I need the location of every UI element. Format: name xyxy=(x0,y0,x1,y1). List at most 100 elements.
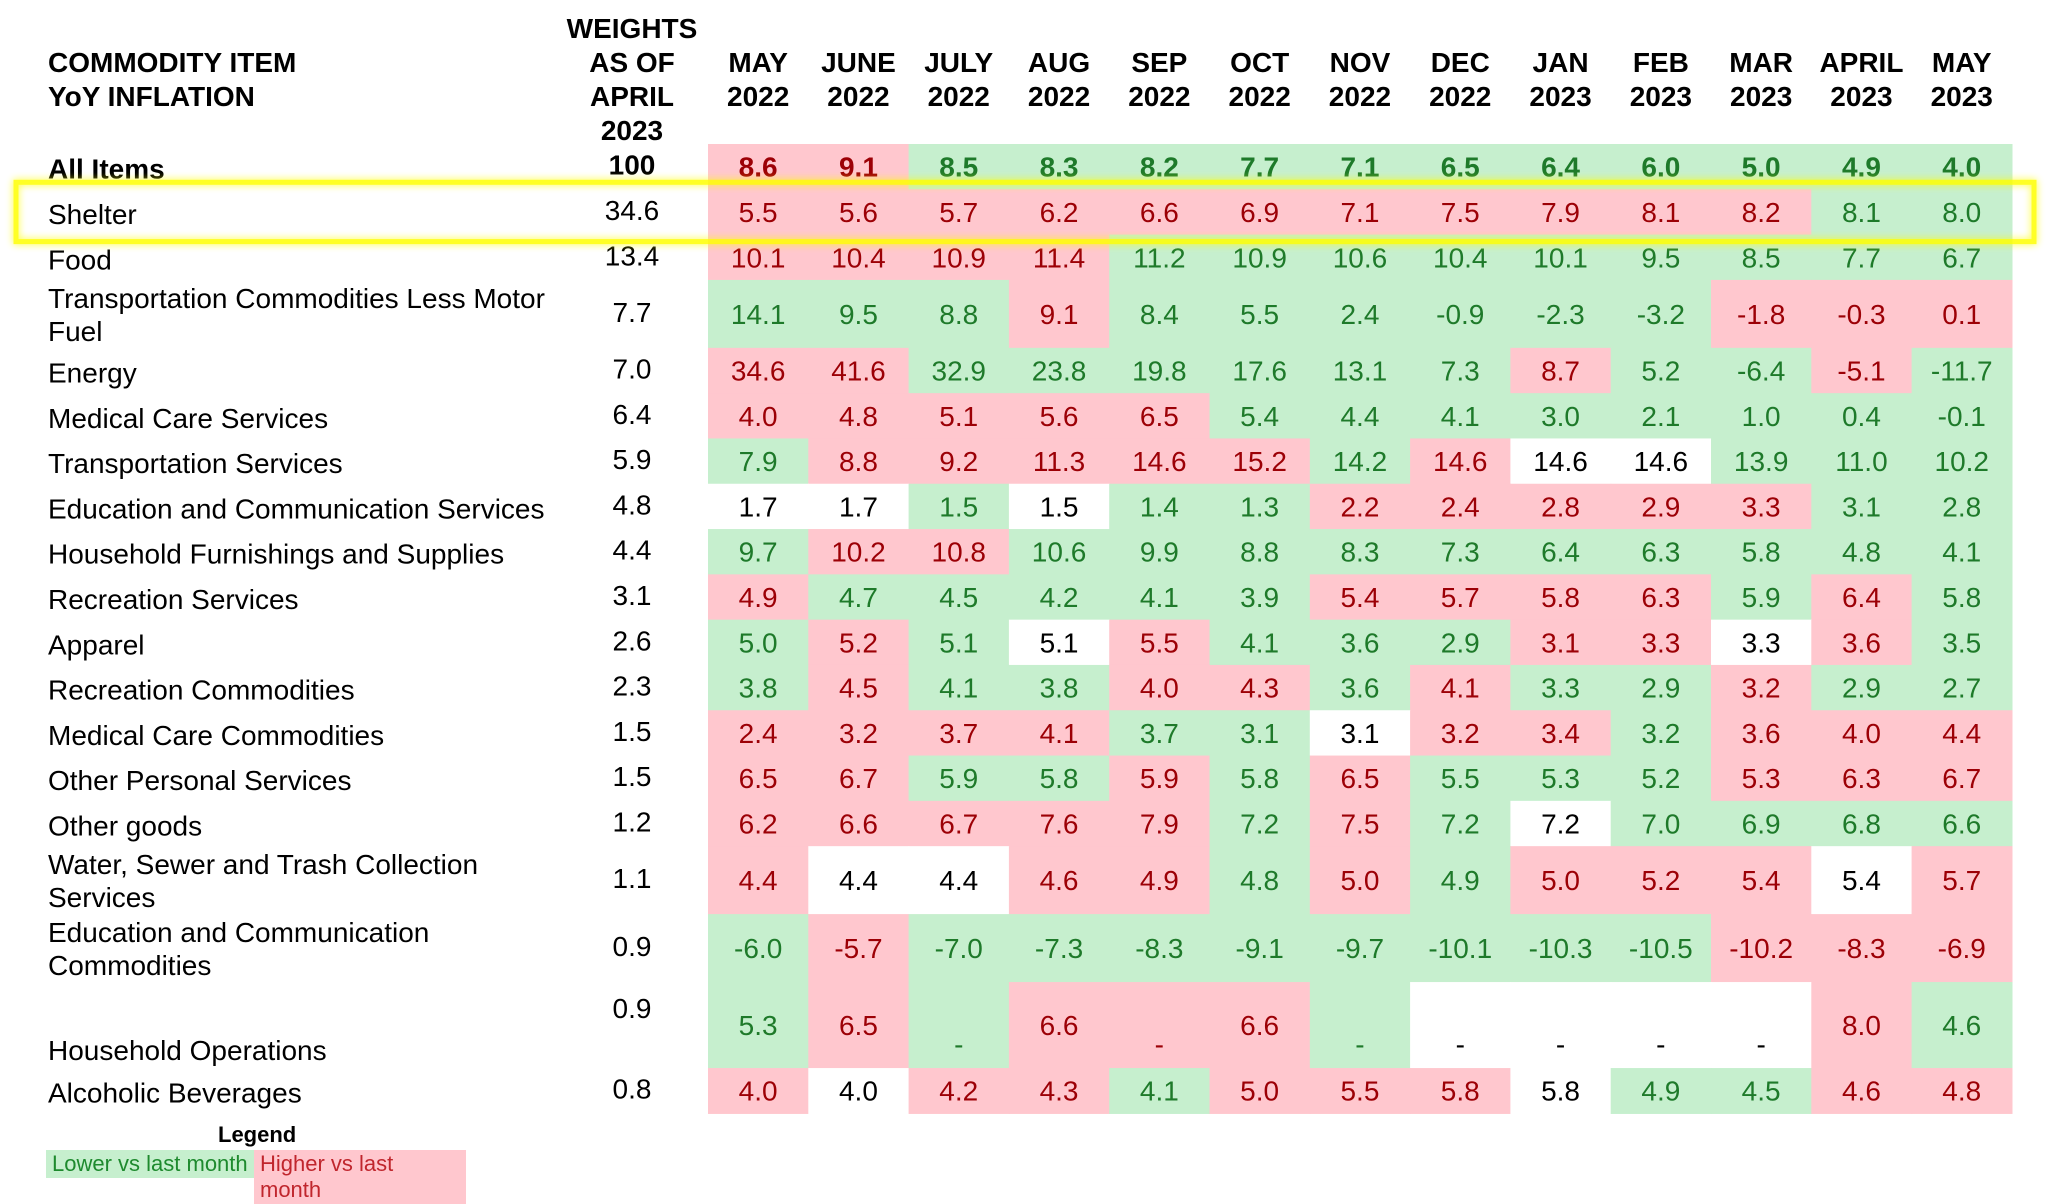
cell-value: 5.2 xyxy=(1641,763,1680,794)
cell-value: 3.4 xyxy=(1541,718,1580,749)
cell-value: -10.1 xyxy=(1428,933,1492,964)
heatmap-cell xyxy=(1610,529,1712,575)
row-label: All Items xyxy=(48,154,165,185)
header-month-label: DEC xyxy=(1431,47,1490,78)
cell-value: 23.8 xyxy=(1032,356,1087,387)
cell-value: 11.2 xyxy=(1133,242,1185,273)
cell-value: -10.3 xyxy=(1529,933,1593,964)
cell-value: 1.7 xyxy=(839,491,878,522)
cell-value: 7.6 xyxy=(1040,809,1079,840)
row-weight: 3.1 xyxy=(613,580,652,611)
cell-value: -5.1 xyxy=(1837,356,1885,387)
heatmap-cell xyxy=(1109,619,1211,666)
cell-value: 4.6 xyxy=(1842,1076,1881,1107)
cell-value: 4.9 xyxy=(739,582,778,613)
heatmap-cell xyxy=(708,393,809,440)
cell-value: 3.6 xyxy=(1742,718,1781,749)
cell-value: - xyxy=(954,1029,963,1060)
heatmap-cell xyxy=(1309,438,1411,485)
heatmap-cell xyxy=(1610,846,1712,915)
cell-value: 5.5 xyxy=(739,197,778,228)
row-label: Other goods xyxy=(48,811,202,842)
cell-value: 6.2 xyxy=(739,809,778,840)
cell-value: 2.4 xyxy=(1441,491,1480,522)
heatmap-cell xyxy=(1410,574,1511,621)
heatmap-cell xyxy=(1309,529,1411,575)
heatmap-cell xyxy=(1711,710,1812,757)
cell-value: 5.0 xyxy=(1240,1076,1279,1107)
cell-value: 4.0 xyxy=(739,401,778,432)
cell-value: 4.1 xyxy=(1441,401,1480,432)
cell-value: 8.3 xyxy=(1040,152,1079,183)
heatmap-cell xyxy=(708,914,809,983)
cell-value: 6.6 xyxy=(1240,1010,1279,1041)
cell-value: 6.9 xyxy=(1742,809,1781,840)
cell-value: 7.2 xyxy=(1441,809,1480,840)
cell-value: 8.4 xyxy=(1140,299,1179,330)
cell-value: 1.3 xyxy=(1240,491,1279,522)
heatmap-cell xyxy=(1610,189,1712,236)
row-weight: 1.1 xyxy=(613,863,652,894)
cell-value: 10.9 xyxy=(932,242,987,273)
row-label: Education and Communication xyxy=(48,917,429,948)
cell-value: -8.3 xyxy=(1837,933,1885,964)
cell-value: 7.2 xyxy=(1240,809,1279,840)
cell-value: 3.2 xyxy=(1641,718,1680,749)
cell-value: 10.4 xyxy=(831,242,886,273)
cell-value: 1.5 xyxy=(1040,491,1079,522)
cell-value: 13.1 xyxy=(1333,356,1388,387)
cell-value: 11.3 xyxy=(1033,446,1085,477)
cell-value: 4.9 xyxy=(1140,865,1179,896)
cell-value: 2.8 xyxy=(1541,491,1580,522)
header-month-label: 2023 xyxy=(1830,81,1892,112)
heatmap-cell xyxy=(808,664,910,711)
cell-value: 6.5 xyxy=(1140,401,1179,432)
cell-value: - xyxy=(1656,1029,1665,1060)
heatmap-cell xyxy=(708,189,809,236)
heatmap-cell xyxy=(1109,347,1211,394)
heatmap-cell xyxy=(1711,438,1812,485)
heatmap-cell xyxy=(1109,279,1211,349)
row-weight: 1.5 xyxy=(613,761,652,792)
heatmap-cell xyxy=(1209,483,1311,530)
heatmap-cell xyxy=(908,1068,1010,1114)
heatmap-cell xyxy=(1410,529,1511,575)
row-label: Shelter xyxy=(48,199,137,230)
heatmap-cell xyxy=(708,846,809,915)
cell-value: 6.4 xyxy=(1541,152,1580,183)
cell-value: 5.0 xyxy=(1340,865,1379,896)
heatmap-cell xyxy=(1410,438,1511,485)
heatmap-cell xyxy=(1309,619,1411,666)
heatmap-cell xyxy=(808,529,910,575)
heatmap-cell xyxy=(1109,664,1211,711)
header-month-label: 2023 xyxy=(1931,81,1993,112)
header-month-label: SEP xyxy=(1131,47,1187,78)
heatmap-cell xyxy=(1510,438,1612,485)
cell-value: 5.9 xyxy=(1742,582,1781,613)
cell-value: 3.6 xyxy=(1842,627,1881,658)
cell-value: 9.7 xyxy=(739,537,778,568)
cell-value: -9.1 xyxy=(1236,933,1284,964)
cell-value: 2.9 xyxy=(1441,627,1480,658)
heatmap-cell xyxy=(1711,800,1812,847)
cell-value: 3.9 xyxy=(1240,582,1279,613)
header-month-label: MAR xyxy=(1729,47,1793,78)
cell-value: 5.7 xyxy=(939,197,978,228)
cell-value: 5.8 xyxy=(1240,763,1279,794)
cell-value: 17.6 xyxy=(1232,356,1287,387)
cell-value: 14.6 xyxy=(1433,446,1488,477)
cell-value: 4.9 xyxy=(1641,1076,1680,1107)
heatmap-cell xyxy=(808,982,910,1069)
cell-value: 8.5 xyxy=(1742,242,1781,273)
heatmap-cell xyxy=(1008,755,1110,802)
row-label: Apparel xyxy=(48,629,145,660)
heatmap-cell xyxy=(1911,189,2013,236)
cell-value: 2.8 xyxy=(1942,491,1981,522)
cell-value: 3.3 xyxy=(1742,627,1781,658)
cell-value: 10.1 xyxy=(1533,242,1588,273)
header-commodity-line: YoY INFLATION xyxy=(48,81,255,112)
heatmap-cell xyxy=(1510,710,1612,757)
heatmap-cell xyxy=(1008,846,1110,915)
heatmap-cell xyxy=(1510,1068,1612,1114)
